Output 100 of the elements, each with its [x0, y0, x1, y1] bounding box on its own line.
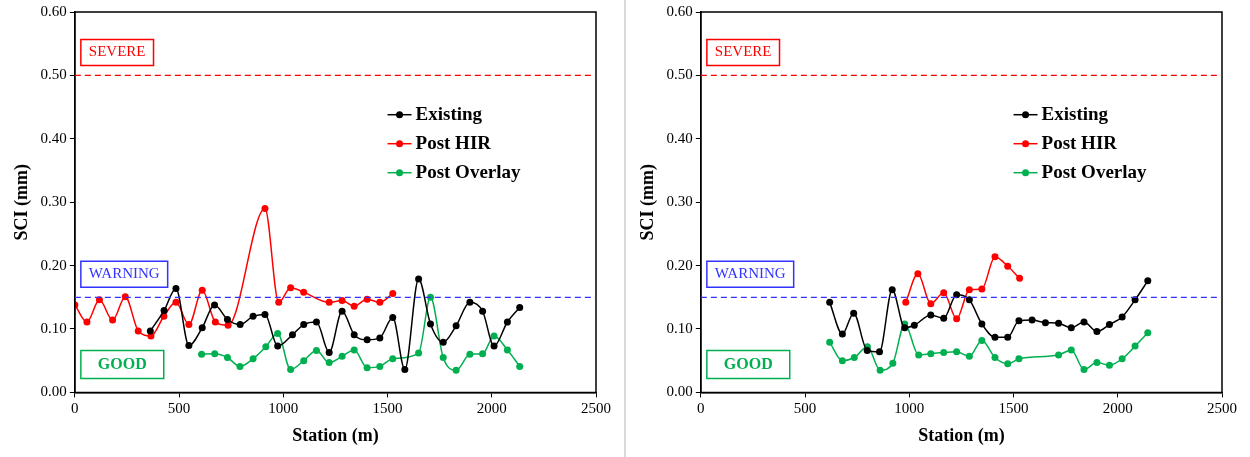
- point: [914, 270, 922, 278]
- point: [1028, 316, 1036, 324]
- point: [940, 348, 948, 356]
- point: [850, 354, 858, 362]
- point: [249, 355, 257, 363]
- point: [490, 332, 498, 340]
- point: [185, 321, 193, 329]
- y-tick-label: 0.10: [40, 319, 67, 336]
- x-tick-label: 2000: [1102, 400, 1133, 417]
- point: [109, 316, 117, 324]
- point: [1080, 318, 1088, 326]
- point: [439, 354, 447, 362]
- point: [223, 315, 231, 323]
- y-axis-title: SCI (mm): [11, 163, 33, 241]
- point: [415, 349, 423, 357]
- point: [1067, 324, 1075, 332]
- point: [888, 286, 896, 294]
- point: [389, 290, 397, 297]
- point: [452, 322, 460, 330]
- point: [160, 307, 168, 315]
- point: [1055, 319, 1063, 327]
- x-tick-label: 2000: [476, 400, 507, 417]
- point: [927, 350, 935, 358]
- point: [121, 293, 129, 301]
- point: [1055, 351, 1063, 359]
- point: [479, 307, 487, 315]
- point: [1015, 355, 1023, 363]
- point: [1105, 361, 1113, 369]
- point: [312, 347, 320, 355]
- point: [1004, 360, 1012, 368]
- point: [83, 318, 91, 326]
- point: [172, 298, 180, 306]
- point: [978, 320, 986, 328]
- point: [363, 364, 371, 372]
- point: [300, 357, 308, 365]
- point: [401, 366, 409, 374]
- point: [198, 286, 206, 294]
- point: [838, 330, 846, 338]
- point: [198, 350, 206, 358]
- point: [338, 307, 346, 315]
- point: [287, 284, 295, 292]
- point: [376, 362, 384, 370]
- y-tick-label: 0.00: [666, 383, 693, 400]
- ref-line-label: SEVERE: [88, 43, 146, 60]
- point: [350, 331, 358, 339]
- point: [236, 362, 244, 370]
- point: [261, 310, 269, 318]
- legend-label: Post Overlay: [415, 160, 522, 182]
- annotation: GOOD: [97, 354, 147, 372]
- point: [288, 331, 296, 339]
- point: [363, 336, 371, 344]
- point: [826, 298, 834, 306]
- y-tick-label: 0.60: [666, 2, 693, 19]
- ref-line-label: WARNING: [88, 265, 160, 282]
- point: [287, 366, 295, 374]
- point: [940, 289, 948, 297]
- point: [953, 315, 961, 323]
- point: [953, 291, 961, 299]
- point: [325, 359, 333, 367]
- point: [224, 321, 232, 329]
- point: [826, 338, 834, 346]
- y-tick-label: 0.50: [666, 66, 693, 83]
- point: [211, 350, 219, 358]
- point: [927, 311, 935, 319]
- point: [261, 205, 269, 213]
- point: [850, 309, 858, 317]
- point: [376, 298, 384, 306]
- point: [172, 284, 180, 292]
- point: [876, 366, 884, 374]
- point: [889, 359, 897, 367]
- y-tick-label: 0.40: [40, 129, 67, 146]
- point: [211, 318, 219, 326]
- y-axis-title: SCI (mm): [637, 163, 659, 241]
- x-tick-label: 1500: [372, 400, 403, 417]
- legend-label: Post HIR: [415, 131, 492, 153]
- x-tick-label: 500: [793, 400, 817, 417]
- point: [1105, 321, 1113, 329]
- point: [1004, 262, 1012, 270]
- y-tick-label: 0.20: [40, 256, 67, 273]
- y-tick-label: 0.10: [666, 319, 693, 336]
- point: [1118, 355, 1126, 363]
- point: [300, 321, 308, 329]
- point: [1118, 313, 1126, 321]
- point: [1131, 342, 1139, 350]
- point: [300, 288, 308, 296]
- y-tick-label: 0.20: [666, 256, 693, 273]
- point: [965, 286, 973, 294]
- annotation: GOOD: [723, 354, 773, 372]
- point: [274, 342, 282, 350]
- point: [338, 296, 346, 304]
- ref-line-label: SEVERE: [714, 43, 772, 60]
- point: [338, 352, 346, 360]
- point: [1080, 366, 1088, 374]
- point: [1144, 329, 1152, 337]
- point: [838, 357, 846, 365]
- x-axis-title: Station (m): [292, 424, 379, 446]
- point: [503, 346, 511, 354]
- legend-label: Existing: [415, 102, 483, 124]
- y-tick-label: 0.50: [40, 66, 67, 83]
- point: [516, 303, 524, 311]
